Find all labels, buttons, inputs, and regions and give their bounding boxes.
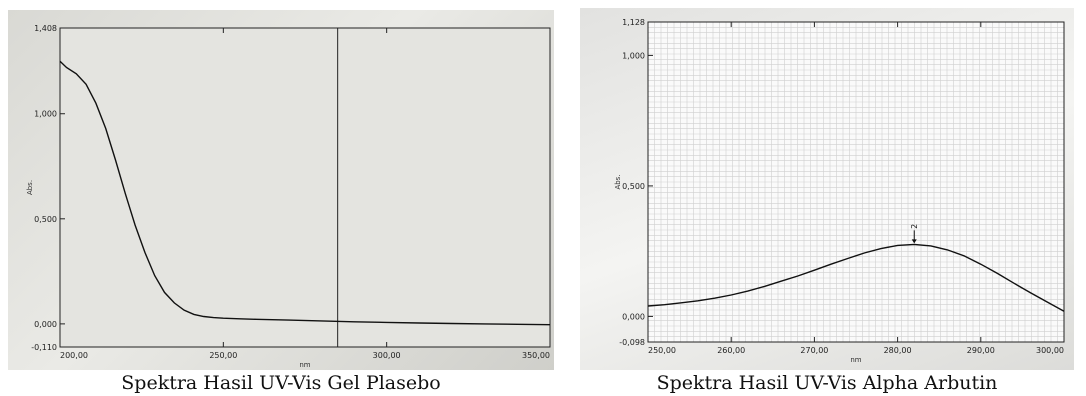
y-tick-label: 1,128	[622, 18, 645, 27]
y-tick-label: -0,098	[619, 338, 645, 347]
x-tick-label: 250,00	[209, 351, 237, 360]
y-tick-label: 1,000	[34, 110, 57, 119]
spectrum-photo-alpha-arbutin: -0,098 0,000 0,500 1,000 1,128 250,00 260,00 27…	[580, 8, 1074, 370]
x-tick-label: 350,00	[522, 351, 550, 360]
caption-gel-placebo: Spektra Hasil UV-Vis Gel Plasebo	[121, 372, 441, 394]
x-tick-label: 270,00	[800, 346, 828, 355]
y-axis-label: Abs.	[614, 174, 622, 189]
y-tick-label: 0,000	[622, 312, 645, 321]
spectrum-line	[59, 60, 551, 326]
y-axis-label: Abs.	[26, 180, 34, 195]
spectrum-photo-gel-placebo: -0,110 0,000 0,500 1,000 1,408 200,00 250,00 30…	[8, 10, 554, 370]
x-tick-label: 250,00	[648, 346, 676, 355]
chart-gel-placebo: -0,110 0,000 0,500 1,000 1,408 200,00 250,00 30…	[26, 24, 551, 369]
x-tick-label: 200,00	[60, 351, 88, 360]
x-tick-label: 290,00	[967, 346, 995, 355]
y-tick-label: -0,110	[31, 343, 57, 352]
x-tick-label: 300,00	[1036, 346, 1064, 355]
chart-alpha-arbutin: -0,098 0,000 0,500 1,000 1,128 250,00 260,00 27…	[614, 18, 1065, 364]
y-tick-label: 0,500	[34, 215, 57, 224]
spectrum-line	[647, 243, 1065, 312]
plot-frame	[59, 27, 551, 348]
y-tick-label: 0,000	[34, 320, 57, 329]
plot-frame	[647, 21, 1065, 343]
peak-arrowhead	[911, 239, 917, 244]
x-tick-label: 300,00	[373, 351, 401, 360]
caption-alpha-arbutin: Spektra Hasil UV-Vis Alpha Arbutin	[656, 372, 998, 394]
y-tick-label: 1,408	[34, 24, 57, 33]
x-axis-label: nm	[850, 356, 861, 364]
y-tick-label: 1,000	[622, 51, 645, 60]
x-tick-label: 260,00	[717, 346, 745, 355]
x-tick-label: 280,00	[884, 346, 912, 355]
x-axis-label: nm	[299, 361, 310, 369]
plot-area	[60, 28, 550, 347]
peak-label: 2	[910, 224, 919, 229]
y-tick-label: 0,500	[622, 182, 645, 191]
